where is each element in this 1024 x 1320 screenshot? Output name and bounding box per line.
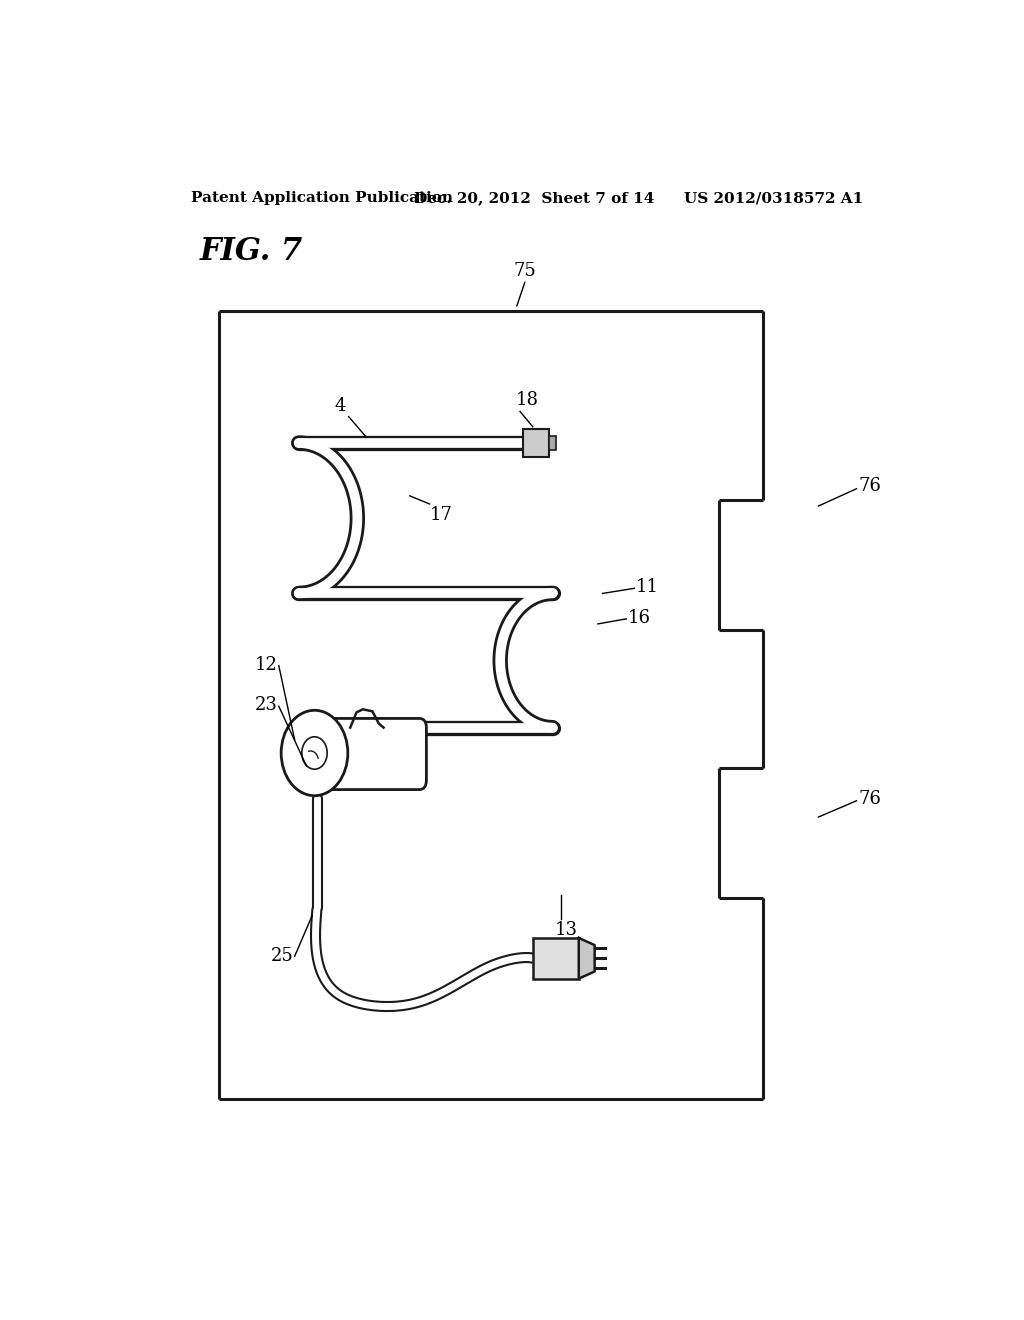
Text: 17: 17 xyxy=(430,506,453,524)
Text: 4: 4 xyxy=(335,396,346,414)
Text: Patent Application Publication: Patent Application Publication xyxy=(191,191,454,205)
Text: 11: 11 xyxy=(636,578,658,597)
Polygon shape xyxy=(579,939,595,978)
Text: 23: 23 xyxy=(254,696,278,714)
Text: 18: 18 xyxy=(515,392,539,409)
Text: 76: 76 xyxy=(858,789,881,808)
Text: US 2012/0318572 A1: US 2012/0318572 A1 xyxy=(684,191,863,205)
Circle shape xyxy=(282,710,348,796)
Text: 75: 75 xyxy=(513,263,537,280)
Text: FIG. 7: FIG. 7 xyxy=(200,236,303,267)
Bar xyxy=(549,436,556,450)
Text: Dec. 20, 2012  Sheet 7 of 14: Dec. 20, 2012 Sheet 7 of 14 xyxy=(414,191,654,205)
Circle shape xyxy=(302,737,327,770)
Text: 13: 13 xyxy=(555,921,578,939)
Text: 12: 12 xyxy=(254,656,278,673)
Bar xyxy=(532,939,579,978)
Bar xyxy=(523,429,549,457)
Text: 16: 16 xyxy=(628,609,651,627)
Text: 76: 76 xyxy=(858,477,881,495)
FancyBboxPatch shape xyxy=(321,718,426,789)
Text: 25: 25 xyxy=(270,948,293,965)
